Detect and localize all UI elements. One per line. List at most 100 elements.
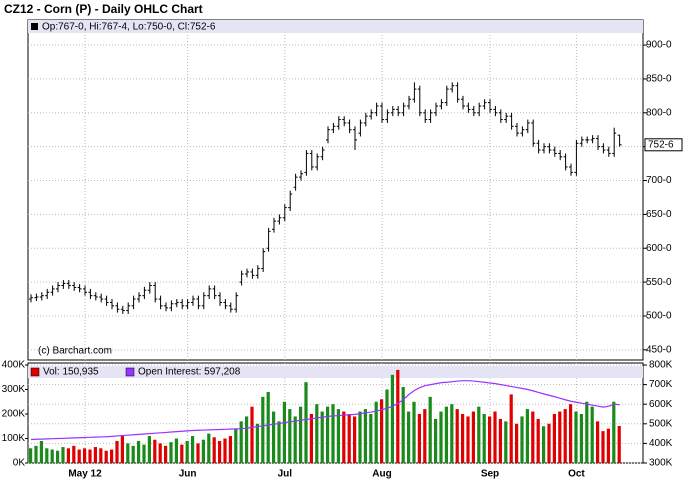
volume-bar xyxy=(93,447,97,463)
volume-bar xyxy=(563,409,567,463)
volume-bar xyxy=(228,436,232,463)
volume-bar xyxy=(498,418,502,463)
volume-bar xyxy=(255,423,259,463)
volume-bar xyxy=(574,411,578,463)
volume-bar xyxy=(542,426,546,463)
y2-tick-label: 600K xyxy=(649,399,673,410)
legend-strip xyxy=(28,20,643,33)
volume-bar xyxy=(434,418,438,463)
y2-tick-label: 300K xyxy=(649,458,673,469)
y2-tick-label: 700K xyxy=(649,379,673,390)
volume-bar xyxy=(396,369,400,463)
volume-bar xyxy=(461,414,465,463)
volume-bar xyxy=(147,436,151,463)
x-tick-label: Sep xyxy=(481,469,499,480)
volume-bar xyxy=(261,396,265,463)
volume-bar xyxy=(250,406,254,463)
volume-bar xyxy=(515,423,519,463)
volume-bar xyxy=(272,411,276,463)
volume-bar xyxy=(326,406,330,463)
volume-bar xyxy=(104,450,108,463)
volume-bar xyxy=(525,409,529,463)
volume-bar xyxy=(191,436,195,463)
volume-bar xyxy=(77,449,81,463)
volume-bar xyxy=(331,404,335,463)
volume-bar xyxy=(66,448,70,463)
volume-bar xyxy=(45,448,49,463)
volume-bar xyxy=(412,401,416,463)
volume-bar xyxy=(99,448,103,463)
volume-bar xyxy=(304,382,308,463)
volume-bar xyxy=(612,401,616,463)
volume-bar xyxy=(309,414,313,463)
volume-bar xyxy=(477,406,481,463)
x-tick-label: May 12 xyxy=(68,469,102,480)
volume-bar xyxy=(72,445,76,463)
volume-bar xyxy=(174,438,178,463)
volume-bar xyxy=(39,440,43,463)
y2-tick-label: 500K xyxy=(649,418,673,429)
volume-bar xyxy=(380,399,384,463)
volume-bar xyxy=(488,416,492,463)
volume-bar xyxy=(201,439,205,463)
volume-bar xyxy=(56,450,60,463)
volume-bar xyxy=(585,401,589,463)
volume-bar xyxy=(347,414,351,463)
volume-bar xyxy=(531,411,535,463)
volume-bar xyxy=(455,409,459,463)
x-tick-label: Oct xyxy=(568,469,585,480)
volume-bar xyxy=(131,445,135,463)
volume-bar xyxy=(315,404,319,463)
volume-bar xyxy=(444,406,448,463)
y-tick-label: 450-0 xyxy=(646,344,672,355)
volume-bar xyxy=(353,416,357,463)
volume-bar xyxy=(110,449,114,463)
y-tick-label: 700-0 xyxy=(646,175,672,186)
volume-bar xyxy=(617,426,621,463)
volume-bar xyxy=(423,409,427,463)
y-tick-label: 400K xyxy=(2,360,26,371)
ohlc-legend: Op:767-0, Hi:767-4, Lo:750-0, Cl:752-6 xyxy=(42,22,216,33)
volume-bar xyxy=(234,428,238,463)
last-price-box xyxy=(644,138,683,152)
legend-swatch xyxy=(125,367,135,377)
y-tick-label: 900-0 xyxy=(646,40,672,51)
volume-bar xyxy=(277,421,281,463)
volume-bar xyxy=(547,423,551,463)
volume-bar xyxy=(196,443,200,463)
volume-bar xyxy=(504,421,508,463)
x-tick-label: Jun xyxy=(179,469,197,480)
volume-bar xyxy=(185,440,189,463)
x-tick-label: Aug xyxy=(372,469,391,480)
volume-bar xyxy=(245,416,249,463)
open-interest-line xyxy=(30,380,620,441)
volume-bar xyxy=(180,444,184,463)
volume-bar xyxy=(401,387,405,463)
volume-bar xyxy=(520,416,524,463)
volume-bar xyxy=(450,404,454,463)
volume-bar xyxy=(358,411,362,463)
legend-swatch xyxy=(31,23,38,30)
volume-bar xyxy=(61,447,65,463)
y-tick-label: 0K xyxy=(13,458,26,469)
volume-bar xyxy=(552,414,556,463)
volume-bar xyxy=(153,439,157,463)
volume-bar xyxy=(471,411,475,463)
y-tick-label: 200K xyxy=(2,409,26,420)
volume-bar xyxy=(493,411,497,463)
volume-bar xyxy=(590,406,594,463)
legend-entry: Open Interest: 597,208 xyxy=(138,367,241,378)
volume-bar xyxy=(207,433,211,463)
volume-bar xyxy=(88,449,92,463)
volume-bar xyxy=(218,440,222,463)
volume-bar xyxy=(158,443,162,463)
volume-bar xyxy=(126,443,130,463)
y2-tick-label: 800K xyxy=(649,360,673,371)
volume-bar xyxy=(282,401,286,463)
y-tick-label: 300K xyxy=(2,384,26,395)
y-tick-label: 600-0 xyxy=(646,243,672,254)
y-tick-label: 550-0 xyxy=(646,277,672,288)
volume-bar xyxy=(288,409,292,463)
y-tick-label: 650-0 xyxy=(646,209,672,220)
